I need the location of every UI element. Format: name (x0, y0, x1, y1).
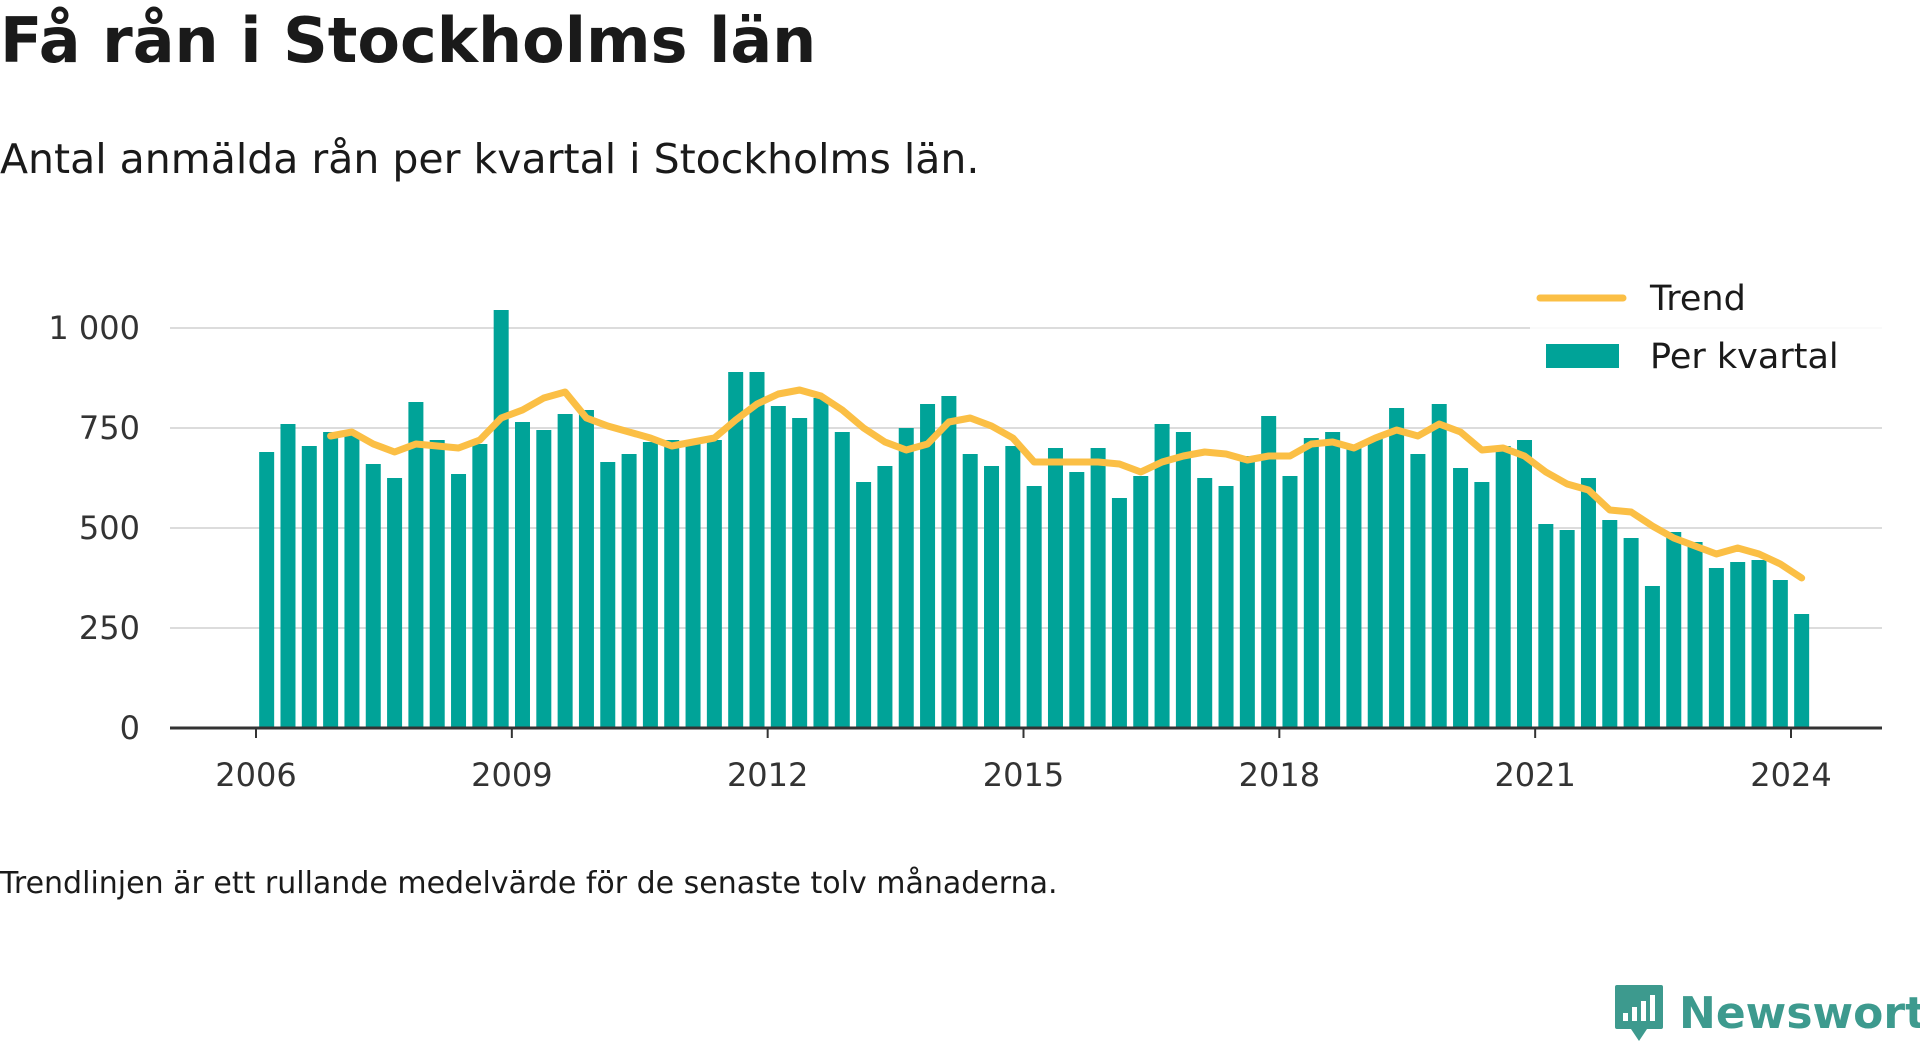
bar-2015-10-01 (1091, 448, 1106, 728)
bar-2015-04-01 (1048, 448, 1063, 728)
bar-2021-01-01 (1538, 524, 1553, 728)
x-tick-label-2015: 2015 (983, 756, 1064, 794)
x-axis-ticks: 2006 2009 2012 2015 2018 2021 2024 (215, 728, 1831, 794)
bar-2017-07-01 (1240, 456, 1255, 728)
bar-2018-01-01 (1282, 476, 1297, 728)
bar-2007-10-01 (408, 402, 423, 728)
legend: Trend Per kvartal (1530, 272, 1882, 380)
bar-2014-10-01 (1005, 446, 1020, 728)
newsworthy-logo-icon (1613, 983, 1665, 1043)
bar-2012-01-01 (771, 406, 786, 728)
bar-2010-10-01 (664, 440, 679, 728)
bar-2010-01-01 (600, 462, 615, 728)
bar-2017-10-01 (1261, 416, 1276, 728)
brand-name: Newsworthy (1679, 988, 1920, 1039)
bar-2022-10-01 (1688, 542, 1703, 728)
bar-2023-10-01 (1773, 580, 1788, 728)
bar-2013-07-01 (899, 428, 914, 728)
bar-2022-04-01 (1645, 586, 1660, 728)
bar-2009-04-01 (536, 430, 551, 728)
bar-2018-04-01 (1304, 438, 1319, 728)
bar-2022-01-01 (1624, 538, 1639, 728)
bar-2023-04-01 (1730, 562, 1745, 728)
x-tick-label-2009: 2009 (471, 756, 552, 794)
bar-2006-10-01 (323, 432, 338, 728)
bar-2016-04-01 (1133, 476, 1148, 728)
bar-2014-01-01 (941, 396, 956, 728)
bar-2007-07-01 (387, 478, 402, 728)
bar-2019-01-01 (1368, 438, 1383, 728)
bar-2017-01-01 (1197, 478, 1212, 728)
bar-2019-10-01 (1432, 404, 1447, 728)
bar-2008-04-01 (451, 474, 466, 728)
bar-2018-10-01 (1346, 446, 1361, 728)
y-tick-label-500: 500 (79, 509, 140, 547)
bar-2021-07-01 (1581, 478, 1596, 728)
bar-2006-04-01 (280, 424, 295, 728)
bar-2012-10-01 (835, 432, 850, 728)
bar-2006-07-01 (302, 446, 317, 728)
y-tick-label-750: 750 (79, 409, 140, 447)
bar-2019-04-01 (1389, 408, 1404, 728)
bar-2014-04-01 (963, 454, 978, 728)
bar-2015-01-01 (1027, 486, 1042, 728)
bar-2021-04-01 (1560, 530, 1575, 728)
bar-2009-10-01 (579, 410, 594, 728)
bar-2006-01-01 (259, 452, 274, 728)
bar-2020-04-01 (1474, 482, 1489, 728)
bar-2015-07-01 (1069, 472, 1084, 728)
bar-2020-10-01 (1517, 440, 1532, 728)
bar-2023-01-01 (1709, 568, 1724, 728)
x-tick-label-2024: 2024 (1750, 756, 1831, 794)
bar-2014-07-01 (984, 466, 999, 728)
bar-2011-01-01 (686, 442, 701, 728)
bar-2008-10-01 (494, 310, 509, 728)
legend-bar-label: Per kvartal (1650, 337, 1839, 377)
bar-2013-10-01 (920, 404, 935, 728)
bar-2019-07-01 (1410, 454, 1425, 728)
bar-2017-04-01 (1219, 486, 1234, 728)
bar-2012-07-01 (813, 398, 828, 728)
bar-2021-10-01 (1602, 520, 1617, 728)
bar-2010-07-01 (643, 442, 658, 728)
bar-2007-01-01 (344, 434, 359, 728)
bar-2013-04-01 (877, 466, 892, 728)
bar-2008-01-01 (430, 440, 445, 728)
bar-2009-01-01 (515, 422, 530, 728)
bar-2010-04-01 (622, 454, 637, 728)
bar-2009-07-01 (558, 414, 573, 728)
bar-2012-04-01 (792, 418, 807, 728)
y-tick-label-1000: 1 000 (48, 309, 140, 347)
bar-2016-10-01 (1176, 432, 1191, 728)
legend-trend-label: Trend (1649, 279, 1746, 319)
bar-2022-07-01 (1666, 532, 1681, 728)
bar-2020-01-01 (1453, 468, 1468, 728)
y-axis-ticks: 0 250 500 750 1 000 (48, 309, 140, 747)
brand: Newsworthy (1613, 983, 1920, 1043)
legend-bar-swatch (1546, 344, 1619, 368)
x-tick-label-2006: 2006 (215, 756, 296, 794)
bar-2024-01-01 (1794, 614, 1809, 728)
y-tick-label-0: 0 (120, 709, 140, 747)
bar-chart: 0 250 500 750 1 000 2006 2009 2012 2015 2018 2021… (0, 0, 1920, 860)
bar-2013-01-01 (856, 482, 871, 728)
bar-2008-07-01 (472, 444, 487, 728)
bar-2018-07-01 (1325, 432, 1340, 728)
y-tick-label-250: 250 (79, 609, 140, 647)
bar-2016-07-01 (1155, 424, 1170, 728)
x-tick-label-2018: 2018 (1239, 756, 1320, 794)
x-tick-label-2012: 2012 (727, 756, 808, 794)
bar-2020-07-01 (1496, 446, 1511, 728)
x-tick-label-2021: 2021 (1494, 756, 1575, 794)
bar-2023-07-01 (1752, 560, 1767, 728)
bar-2011-10-01 (750, 372, 765, 728)
footnote: Trendlinjen är ett rullande medelvärde f… (0, 866, 1058, 901)
bar-2016-01-01 (1112, 498, 1127, 728)
bar-2011-04-01 (707, 440, 722, 728)
bar-2007-04-01 (366, 464, 381, 728)
